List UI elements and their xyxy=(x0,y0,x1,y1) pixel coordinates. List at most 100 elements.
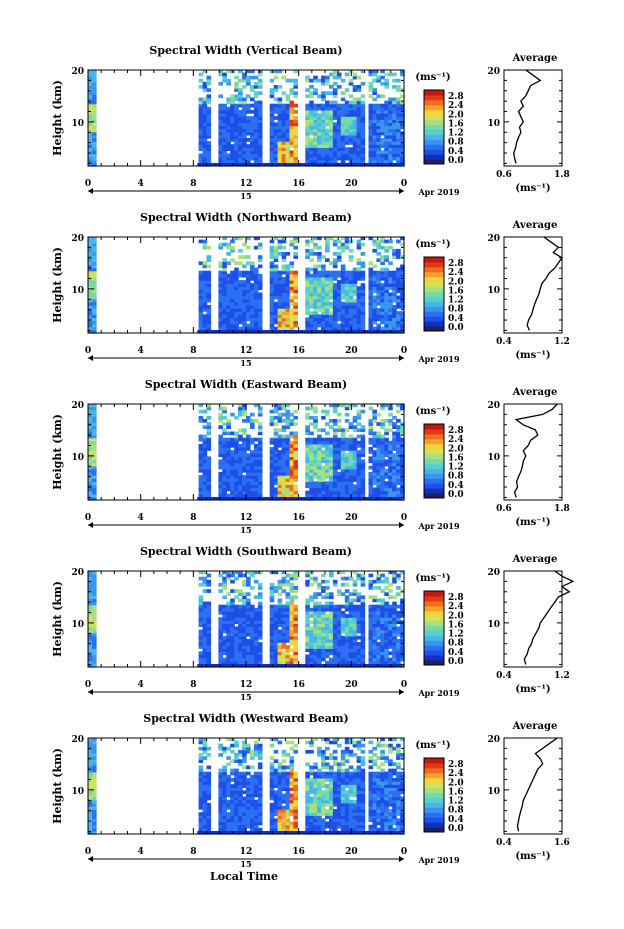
heatmap-cell xyxy=(277,97,283,102)
heatmap-cell xyxy=(92,579,97,584)
heatmap-cell xyxy=(392,642,397,646)
heatmap-cell xyxy=(396,657,401,662)
heatmap-cell xyxy=(293,456,298,461)
heatmap-cell xyxy=(222,468,227,473)
heatmap-cell xyxy=(285,629,291,634)
heatmap-cell xyxy=(206,141,212,145)
heatmap-cell xyxy=(289,301,295,306)
heatmap-cell xyxy=(329,573,334,578)
heatmap-cell xyxy=(321,264,326,269)
heatmap-cell xyxy=(289,447,295,451)
heatmap-cell xyxy=(356,645,362,649)
heatmap-cell xyxy=(332,258,338,262)
heatmap-cell xyxy=(368,283,374,287)
heatmap-cell xyxy=(340,648,346,652)
heatmap-cell xyxy=(269,88,275,92)
heatmap-cell xyxy=(332,490,338,495)
heatmap-cell xyxy=(92,91,97,95)
heatmap-cell xyxy=(356,484,362,489)
heatmap-cell xyxy=(289,487,295,492)
heatmap-cell xyxy=(293,295,298,300)
heatmap-cell xyxy=(277,286,283,290)
heatmap-cell xyxy=(388,623,393,628)
heatmap-cell xyxy=(368,478,374,482)
heatmap-cell xyxy=(257,153,263,158)
heatmap-cell xyxy=(257,103,263,108)
heatmap-cell xyxy=(392,252,397,256)
heatmap-cell xyxy=(92,138,97,142)
heatmap-cell xyxy=(321,103,326,108)
heatmap-cell xyxy=(230,128,235,133)
heatmap-cell xyxy=(277,642,283,646)
heatmap-cell xyxy=(273,406,279,411)
heatmap-cell xyxy=(396,323,401,328)
heatmap-cell xyxy=(257,273,263,278)
heatmap-cell xyxy=(384,81,389,86)
heatmap-cell xyxy=(321,138,326,142)
heatmap-cell xyxy=(226,156,231,161)
heatmap-cell xyxy=(329,317,334,322)
heatmap-cell xyxy=(321,286,326,290)
heatmap-cell xyxy=(384,277,389,281)
heatmap-cell xyxy=(368,431,374,436)
heatmap-cell xyxy=(293,69,298,74)
heatmap-cell xyxy=(380,462,385,467)
avg-x-tick-label: 0.4 xyxy=(496,337,512,347)
heatmap-cell xyxy=(285,289,291,294)
heatmap-cell xyxy=(234,459,239,464)
heatmap-cell xyxy=(218,444,223,448)
heatmap-cell xyxy=(238,409,243,414)
heatmap-cell xyxy=(372,239,377,244)
heatmap-cell xyxy=(392,462,397,467)
heatmap-cell xyxy=(380,131,385,136)
heatmap-cell xyxy=(226,487,231,492)
heatmap-cell xyxy=(305,472,310,476)
heatmap-cell xyxy=(396,632,401,637)
heatmap-cell xyxy=(218,617,223,621)
heatmap-cell xyxy=(305,447,310,451)
heatmap-cell xyxy=(277,106,283,111)
heatmap-cell xyxy=(222,280,227,284)
heatmap-cell xyxy=(336,456,342,461)
heatmap-cell xyxy=(222,611,227,615)
heatmap-cell xyxy=(352,490,358,495)
heatmap-cell xyxy=(88,323,93,328)
heatmap-cell xyxy=(92,326,97,331)
heatmap-cell xyxy=(376,642,381,646)
heatmap-cell xyxy=(88,134,93,139)
heatmap-cell xyxy=(340,119,346,123)
heatmap-cell xyxy=(388,273,393,278)
heatmap-cell xyxy=(285,493,291,498)
heatmap-cell xyxy=(238,326,243,331)
heatmap-cell xyxy=(293,273,298,278)
heatmap-cell xyxy=(234,298,239,303)
heatmap-cell xyxy=(384,657,389,662)
heatmap-cell xyxy=(253,311,259,315)
heatmap-cell xyxy=(388,141,393,145)
heatmap-cell xyxy=(257,156,263,161)
heatmap-cell xyxy=(352,314,358,318)
heatmap-cell xyxy=(250,573,255,578)
heatmap-cell xyxy=(317,258,322,262)
heatmap-cell xyxy=(226,273,231,278)
heatmap-cell xyxy=(332,657,338,662)
heatmap-cell xyxy=(356,305,362,309)
heatmap-cell xyxy=(392,440,397,445)
heatmap-cell xyxy=(269,144,275,148)
heatmap-cell xyxy=(325,292,330,297)
heatmap-cell xyxy=(384,629,389,634)
heatmap-cell xyxy=(340,147,346,151)
heatmap-cell xyxy=(321,277,326,281)
heatmap-cell xyxy=(273,245,279,250)
heatmap-cell xyxy=(344,323,350,328)
heatmap-cell xyxy=(344,632,350,637)
heatmap-cell xyxy=(246,620,251,624)
heatmap-cell xyxy=(253,153,259,158)
heatmap-cell xyxy=(277,481,283,485)
heatmap-cell xyxy=(289,639,295,643)
heatmap-cell xyxy=(234,283,239,287)
heatmap-cell xyxy=(281,493,287,498)
heatmap-cell xyxy=(92,623,97,628)
heatmap-cell xyxy=(372,116,377,120)
heatmap-cell xyxy=(368,94,374,99)
